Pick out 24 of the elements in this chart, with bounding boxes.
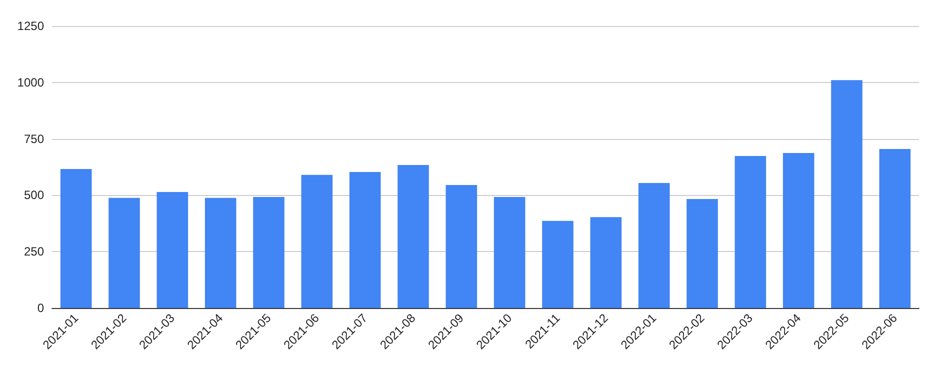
bar [494,197,526,308]
bar [542,220,574,308]
y-tick-label: 1250 [17,19,44,33]
bar [108,198,140,308]
bar [831,80,862,308]
bar [301,174,333,308]
bar [60,169,92,308]
y-tick-label: 250 [24,244,44,259]
bar [253,197,284,308]
bar [398,164,429,308]
y-tick-label: 750 [24,132,44,146]
y-tick-label: 500 [24,188,44,202]
bar [204,198,236,308]
bar [638,183,670,308]
bar [156,192,188,308]
bar [686,199,718,308]
y-tick-label: 0 [37,301,44,315]
y-tick-label: 1000 [17,75,44,90]
bar [349,172,381,308]
bar [590,217,622,308]
bar [734,156,766,308]
bar [879,148,911,308]
bar [446,185,478,308]
bar [782,153,814,308]
